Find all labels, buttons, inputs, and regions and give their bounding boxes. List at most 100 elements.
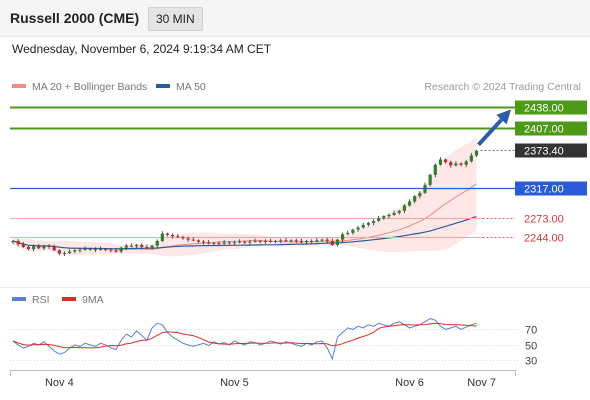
price-tag-bg-2	[515, 143, 587, 158]
candle-body	[438, 159, 443, 165]
candle-body	[387, 214, 391, 217]
candle-body	[413, 196, 417, 202]
x-tick-label-0: Nov 4	[45, 377, 74, 389]
candle-body	[222, 242, 226, 244]
candle-body	[186, 238, 190, 240]
candle-body	[88, 248, 92, 250]
candle-body	[258, 240, 262, 242]
candles	[11, 149, 479, 256]
candle-body	[217, 242, 221, 244]
candle-body	[253, 240, 257, 242]
arrow-shaft	[477, 118, 504, 147]
candle-body	[444, 159, 448, 163]
timestamp: Wednesday, November 6, 2024 9:19:34 AM C…	[12, 42, 272, 56]
price-tag-bg-1	[515, 121, 587, 136]
x-tick-label-1: Nov 5	[220, 377, 249, 389]
candle-body	[83, 248, 87, 250]
candle-body	[145, 246, 149, 249]
candle-body	[98, 248, 103, 250]
candle-body	[454, 163, 458, 166]
price-tag-3: 2317.00	[524, 184, 564, 196]
candle-body	[459, 163, 463, 165]
candle-body	[428, 174, 432, 185]
candle-body	[279, 240, 283, 242]
candle-body	[263, 240, 267, 242]
credit-text: Research © 2024 Trading Central	[424, 81, 581, 93]
legend-label-0: MA 20 + Bollinger Bands	[32, 81, 147, 93]
rsi-legend-label-1: 9MA	[82, 294, 104, 306]
rsi-line	[12, 318, 477, 361]
rsi-level-label-2: 30	[525, 356, 537, 368]
candle-body	[294, 240, 298, 242]
candle-body	[42, 245, 46, 249]
candle-body	[356, 227, 360, 230]
bollinger-band	[13, 137, 477, 257]
price-levels: 2438.00 2407.00 2373.40 2317.00 2273.00 2244.…	[10, 100, 587, 245]
legend: MA 20 + Bollinger Bands MA 50	[12, 81, 206, 93]
candle-body	[299, 240, 303, 243]
time-axis: Nov 4 Nov 5 Nov 6 Nov 7	[10, 370, 516, 389]
candle-body	[114, 250, 118, 252]
candle-body	[212, 242, 216, 244]
candle-body	[78, 249, 82, 251]
x-tick-label-2: Nov 6	[395, 377, 424, 389]
candle-body	[325, 239, 329, 241]
candle-body	[93, 248, 97, 250]
candle-body	[16, 240, 20, 245]
candle-body	[196, 240, 200, 242]
candle-body	[104, 248, 108, 250]
candle-body	[129, 245, 134, 247]
candle-body	[469, 155, 473, 162]
price-tag-1: 2407.00	[524, 124, 564, 136]
candle-body	[73, 250, 77, 252]
rsi-legend-label-0: RSI	[32, 294, 50, 306]
candle-body	[320, 239, 324, 241]
candle-body	[474, 150, 479, 156]
candle-body	[207, 242, 211, 244]
candle-body	[304, 240, 309, 243]
candle-body	[37, 246, 41, 249]
legend-swatch-1	[156, 84, 170, 88]
candle-body	[449, 162, 453, 166]
candle-body	[165, 233, 170, 235]
bollinger-band-area	[13, 137, 477, 257]
candle-body	[68, 251, 72, 253]
candle-body	[232, 242, 237, 244]
candle-body	[310, 240, 314, 242]
legend-swatch-0	[12, 84, 26, 88]
x-tick-label-3: Nov 7	[467, 377, 496, 389]
candle-body	[52, 246, 56, 251]
candle-body	[248, 241, 252, 243]
candle-body	[346, 232, 350, 235]
legend-label-1: MA 50	[176, 81, 206, 93]
candle-body	[62, 252, 67, 254]
price-tag-5: 2244.00	[524, 233, 564, 245]
candle-body	[191, 239, 195, 241]
header-bar: Russell 2000 (CME) 30 MIN	[0, 0, 590, 37]
candle-body	[284, 240, 288, 242]
rsi-panel: RSI 9MA 70 50 30	[0, 287, 590, 368]
price-tag-0: 2438.00	[524, 103, 564, 115]
candle-body	[423, 184, 427, 193]
price-tag-bg-3	[515, 181, 587, 196]
price-tag-4: 2273.00	[524, 214, 564, 226]
candle-body	[57, 250, 61, 254]
interval-selector[interactable]: 30 MIN	[148, 7, 203, 31]
candle-body	[11, 240, 15, 243]
candle-body	[47, 245, 51, 247]
candle-body	[341, 234, 345, 240]
candle-body	[392, 212, 396, 215]
candle-body	[171, 234, 175, 237]
candle-body	[150, 245, 154, 249]
candle-body	[274, 240, 278, 242]
price-tag-bg-0	[515, 100, 587, 115]
candle-body	[397, 210, 401, 213]
candle-body	[160, 233, 164, 241]
candle-body	[407, 201, 412, 206]
candle-body	[201, 241, 206, 243]
rsi-level-label-0: 70	[525, 325, 537, 337]
candle-body	[361, 224, 365, 228]
arrow-head	[496, 109, 511, 125]
forecast-arrow	[477, 109, 511, 147]
candle-body	[366, 222, 370, 225]
